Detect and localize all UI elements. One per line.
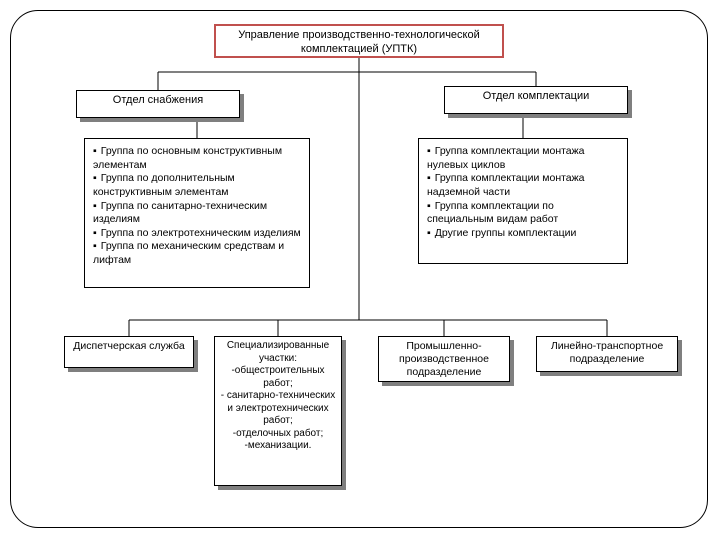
node-list-a-text: Группа по основным конструктивным элемен…: [85, 139, 309, 274]
node-root: Управление производственно-технологическ…: [214, 24, 504, 58]
node-leaf-3: Промышленно-производственноеподразделени…: [378, 336, 510, 382]
node-root-text: Управление производственно-технологическ…: [216, 26, 502, 60]
node-branch-a: Отдел снабжения: [76, 90, 240, 118]
node-branch-b-text: Отдел комплектации: [445, 87, 627, 107]
node-list-b: Группа комплектации монтажа нулевых цикл…: [418, 138, 628, 264]
node-leaf-3-text: Промышленно-производственноеподразделени…: [379, 337, 509, 382]
node-leaf-1-text: Диспетчерская служба: [65, 337, 193, 356]
node-leaf-1: Диспетчерская служба: [64, 336, 194, 368]
node-leaf-4-text: Линейно-транспортноеподразделение: [537, 337, 677, 369]
node-branch-a-text: Отдел снабжения: [77, 91, 239, 111]
node-branch-b: Отдел комплектации: [444, 86, 628, 114]
node-leaf-2-text: Специализированные участки:-общестроител…: [215, 337, 341, 456]
node-list-a: Группа по основным конструктивным элемен…: [84, 138, 310, 288]
node-list-b-text: Группа комплектации монтажа нулевых цикл…: [419, 139, 627, 246]
node-leaf-4: Линейно-транспортноеподразделение: [536, 336, 678, 372]
node-leaf-2: Специализированные участки:-общестроител…: [214, 336, 342, 486]
